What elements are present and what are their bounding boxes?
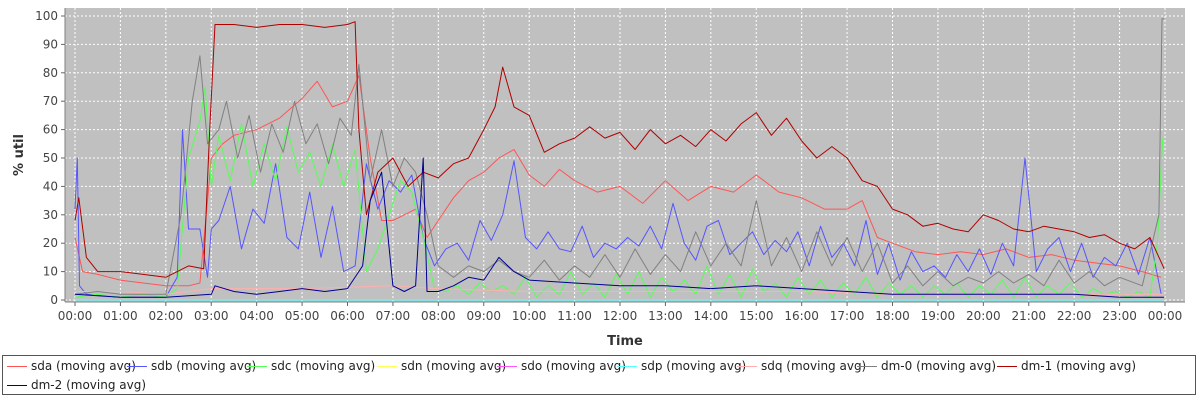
x-tick-label: 22:00 xyxy=(1057,309,1092,323)
x-tick-label: 10:00 xyxy=(512,309,547,323)
legend-label: dm-2 (moving avg) xyxy=(31,378,147,392)
y-axis-title: % util xyxy=(12,134,27,176)
legend-item: sdc (moving avg) xyxy=(247,358,375,374)
legend-item: sda (moving avg) xyxy=(7,358,136,374)
legend-label: sda (moving avg) xyxy=(31,359,136,373)
plot-background xyxy=(65,8,1185,302)
legend-swatch xyxy=(497,365,517,367)
series-line-dm-2 xyxy=(74,157,1165,298)
y-tick-label: 30 xyxy=(43,208,58,222)
x-tick-label: 07:00 xyxy=(376,309,411,323)
x-ticks: 00:00 01:00 02:00 03:00 04:00 05:00 06:00 07:00… xyxy=(58,302,1183,323)
x-tick-label: 02:00 xyxy=(149,309,184,323)
legend-swatch xyxy=(737,365,757,367)
legend-label: sdn (moving avg) xyxy=(401,359,507,373)
x-tick-label: 03:00 xyxy=(194,309,229,323)
legend-item: dm-1 (moving avg) xyxy=(997,358,1136,374)
series-line-dm-0 xyxy=(74,18,1165,295)
axes xyxy=(64,8,1185,303)
y-tick-label: 100 xyxy=(35,9,58,23)
x-tick-label: 00:00 xyxy=(1148,309,1183,323)
legend-item: sdn (moving avg) xyxy=(377,358,506,374)
y-tick-label: 20 xyxy=(43,236,58,250)
x-tick-label: 12:00 xyxy=(603,309,638,323)
x-tick-label: 01:00 xyxy=(103,309,138,323)
x-tick-label: 04:00 xyxy=(239,309,274,323)
x-tick-label: 05:00 xyxy=(285,309,320,323)
x-tick-label: 18:00 xyxy=(875,309,910,323)
legend-label: sdc (moving avg) xyxy=(271,359,376,373)
legend-item: sdo (moving avg) xyxy=(497,358,626,374)
legend-label: dm-0 (moving avg) xyxy=(881,359,997,373)
series-line-sdb xyxy=(74,129,1162,298)
legend-swatch xyxy=(7,365,27,367)
y-tick-label: 10 xyxy=(43,265,58,279)
x-tick-label: 09:00 xyxy=(466,309,501,323)
legend-item: dm-0 (moving avg) xyxy=(857,358,996,374)
legend-swatch xyxy=(997,365,1017,367)
y-tick-label: 40 xyxy=(43,179,58,193)
legend-swatch xyxy=(617,365,637,367)
legend-swatch xyxy=(7,384,27,386)
legend-swatch xyxy=(127,365,147,367)
legend-item: sdp (moving avg) xyxy=(617,358,746,374)
y-tick-label: 60 xyxy=(43,123,58,137)
legend-label: sdo (moving avg) xyxy=(521,359,626,373)
legend-label: dm-1 (moving avg) xyxy=(1021,359,1137,373)
x-tick-label: 23:00 xyxy=(1102,309,1137,323)
x-tick-label: 00:00 xyxy=(58,309,93,323)
legend-label: sdb (moving avg) xyxy=(151,359,257,373)
x-tick-label: 06:00 xyxy=(330,309,365,323)
y-tick-label: 90 xyxy=(43,37,58,51)
y-ticks: 0 10 20 30 40 50 60 70 80 90 100 xyxy=(35,9,65,307)
legend-swatch xyxy=(857,365,877,367)
legend-label: sdp (moving avg) xyxy=(641,359,747,373)
grid xyxy=(65,8,1185,302)
x-tick-label: 21:00 xyxy=(1011,309,1046,323)
x-tick-label: 19:00 xyxy=(921,309,956,323)
series-line-sdc xyxy=(74,86,1164,298)
y-tick-label: 0 xyxy=(50,293,58,307)
x-tick-label: 20:00 xyxy=(966,309,1001,323)
y-tick-label: 50 xyxy=(43,151,58,165)
legend-item: dm-2 (moving avg) xyxy=(7,377,146,393)
series-lines xyxy=(74,18,1165,301)
x-tick-label: 16:00 xyxy=(784,309,819,323)
legend: sda (moving avg) sdb (moving avg) sdc (mov… xyxy=(2,355,1196,395)
legend-item: sdb (moving avg) xyxy=(127,358,256,374)
legend-item: sdq (moving avg) xyxy=(737,358,866,374)
x-tick-label: 17:00 xyxy=(830,309,865,323)
x-tick-label: 08:00 xyxy=(421,309,456,323)
series-line-sda xyxy=(74,75,1162,287)
chart-area: 0 10 20 30 40 50 60 70 80 90 100 00:00 01:00 02:00 03… xyxy=(12,8,1185,349)
y-tick-label: 70 xyxy=(43,94,58,108)
x-tick-label: 13:00 xyxy=(648,309,683,323)
x-tick-label: 14:00 xyxy=(694,309,729,323)
y-tick-label: 80 xyxy=(43,66,58,80)
x-tick-label: 11:00 xyxy=(557,309,592,323)
legend-swatch xyxy=(377,365,397,367)
legend-swatch xyxy=(247,365,267,367)
series-line-dm-1 xyxy=(74,21,1165,278)
x-axis-title: Time xyxy=(607,334,643,349)
legend-label: sdq (moving avg) xyxy=(761,359,867,373)
x-tick-label: 15:00 xyxy=(739,309,774,323)
